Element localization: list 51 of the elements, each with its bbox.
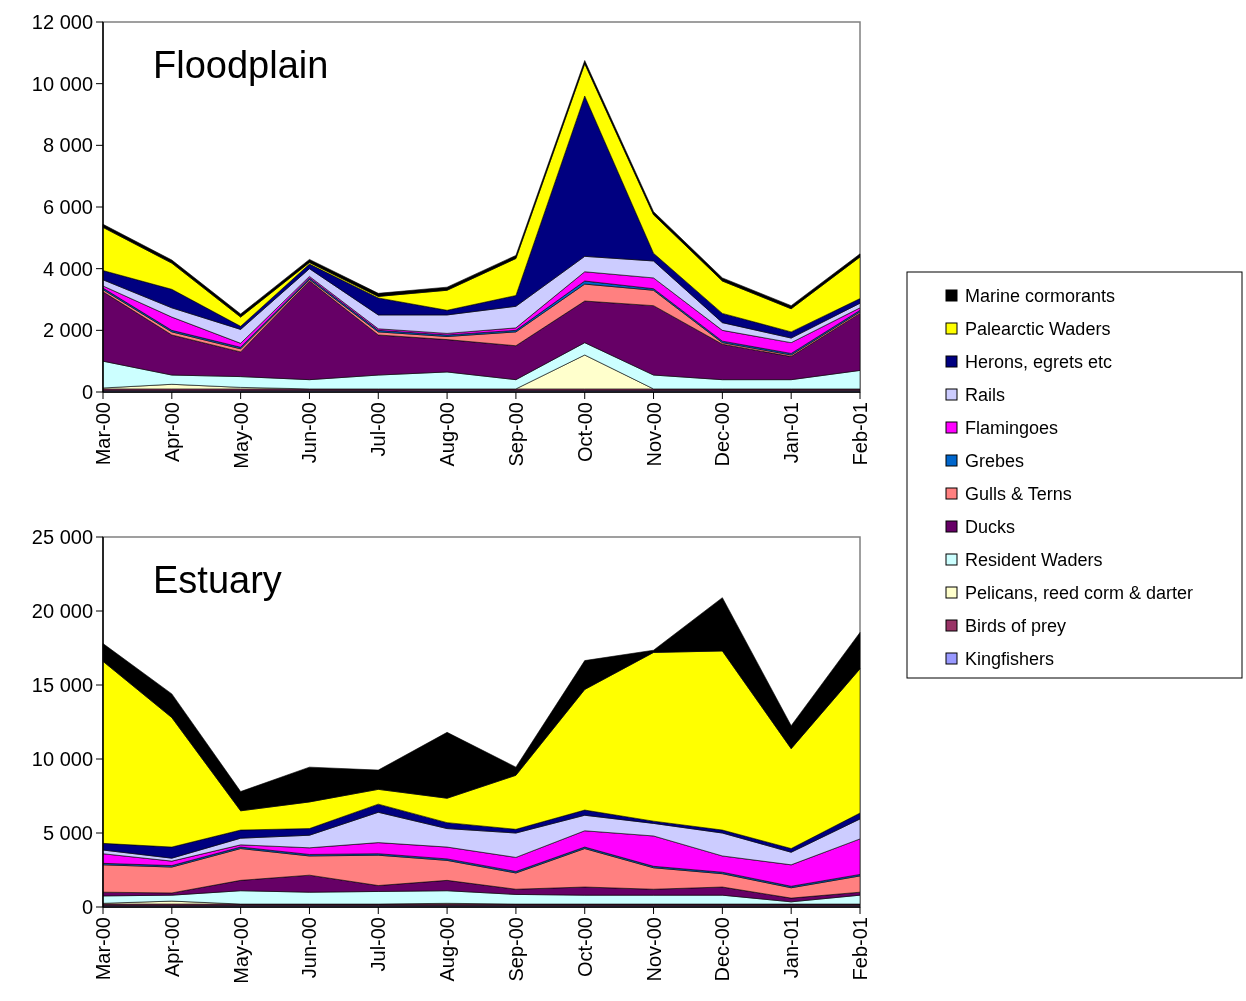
x-tick-label: Jul-00	[367, 402, 390, 457]
y-tick-label: 0	[81, 896, 93, 918]
x-tick-label: Sep-00	[504, 917, 527, 982]
legend-label: Birds of prey	[965, 616, 1067, 636]
x-tick-label: May-00	[229, 402, 252, 469]
y-tick-label: 5 000	[42, 822, 93, 844]
y-tick-label: 12 000	[31, 11, 93, 33]
y-tick-label: 2 000	[42, 319, 93, 342]
x-tick-label: Nov-00	[642, 402, 665, 467]
x-tick-label: Mar-00	[92, 402, 114, 466]
legend-label: Kingfishers	[965, 649, 1055, 669]
legend-label: Flamingoes	[965, 418, 1059, 438]
legend-label: Grebes	[965, 451, 1025, 471]
y-tick-label: 6 000	[42, 196, 93, 218]
y-tick-label: 20 000	[31, 600, 93, 622]
x-tick-label: Dec-00	[711, 917, 734, 982]
x-tick-label: Sep-00	[504, 402, 527, 467]
text: Estuary	[153, 559, 282, 601]
legend-label: Herons, egrets etc	[965, 352, 1113, 372]
y-tick-label: 10 000	[31, 72, 93, 95]
x-tick-label: Feb-01	[849, 402, 871, 466]
y-tick-label: 15 000	[31, 674, 93, 696]
legend-label: Resident Waders	[965, 550, 1103, 570]
x-tick-label: Nov-00	[642, 917, 665, 982]
legend-label: Ducks	[965, 517, 1016, 537]
x-tick-label: Oct-00	[573, 917, 596, 978]
y-tick-label: 10 000	[31, 748, 93, 770]
legend-label: Rails	[965, 385, 1006, 405]
y-tick-label: 0	[81, 381, 93, 403]
x-tick-label: Aug-00	[436, 402, 459, 467]
legend-label: Palearctic Waders	[965, 319, 1111, 339]
legend-label: Gulls & Terns	[965, 484, 1072, 504]
x-tick-label: Jan-01	[780, 917, 803, 979]
x-tick-label: Jan-01	[780, 402, 803, 464]
y-tick-label: 8 000	[42, 134, 93, 157]
x-tick-label: Jun-00	[298, 402, 321, 464]
x-tick-label: Apr-00	[160, 402, 183, 463]
x-tick-label: Feb-01	[849, 917, 871, 981]
x-tick-label: Dec-00	[711, 402, 734, 467]
x-tick-label: Apr-00	[160, 917, 183, 978]
text: Floodplain	[153, 44, 329, 86]
x-tick-label: Jul-00	[367, 917, 390, 972]
x-tick-label: Oct-00	[573, 402, 596, 463]
x-tick-label: Aug-00	[436, 917, 459, 982]
x-tick-label: Jun-00	[298, 917, 321, 979]
y-tick-label: 4 000	[42, 257, 93, 280]
legend-label: Pelicans, reed corm & darter	[965, 583, 1194, 603]
x-tick-label: May-00	[229, 917, 252, 984]
legend-label: Marine cormorants	[965, 286, 1116, 306]
y-tick-label: 25 000	[31, 526, 93, 548]
x-tick-label: Mar-00	[92, 917, 114, 981]
